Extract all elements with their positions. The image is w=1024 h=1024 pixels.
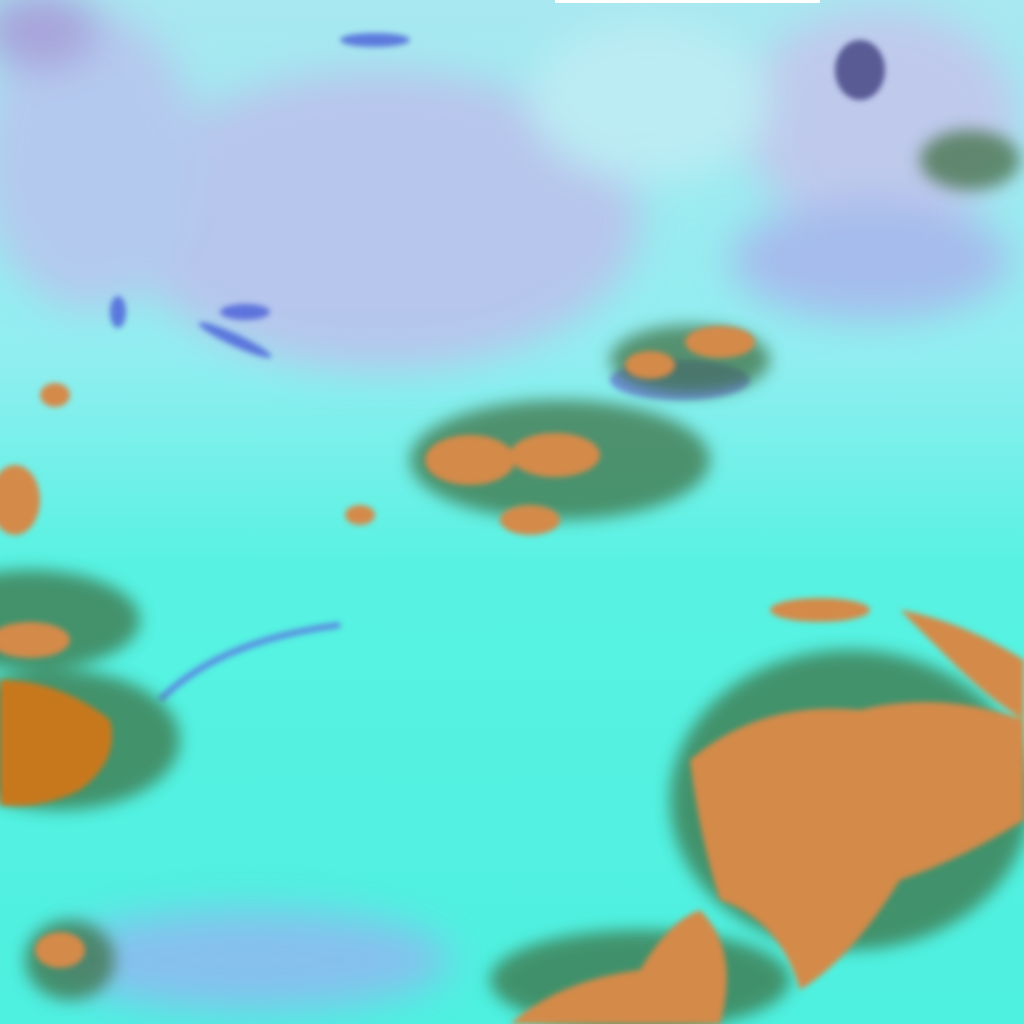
orange-surface-patches (0, 326, 1024, 1024)
top-edge-strip (555, 0, 820, 3)
